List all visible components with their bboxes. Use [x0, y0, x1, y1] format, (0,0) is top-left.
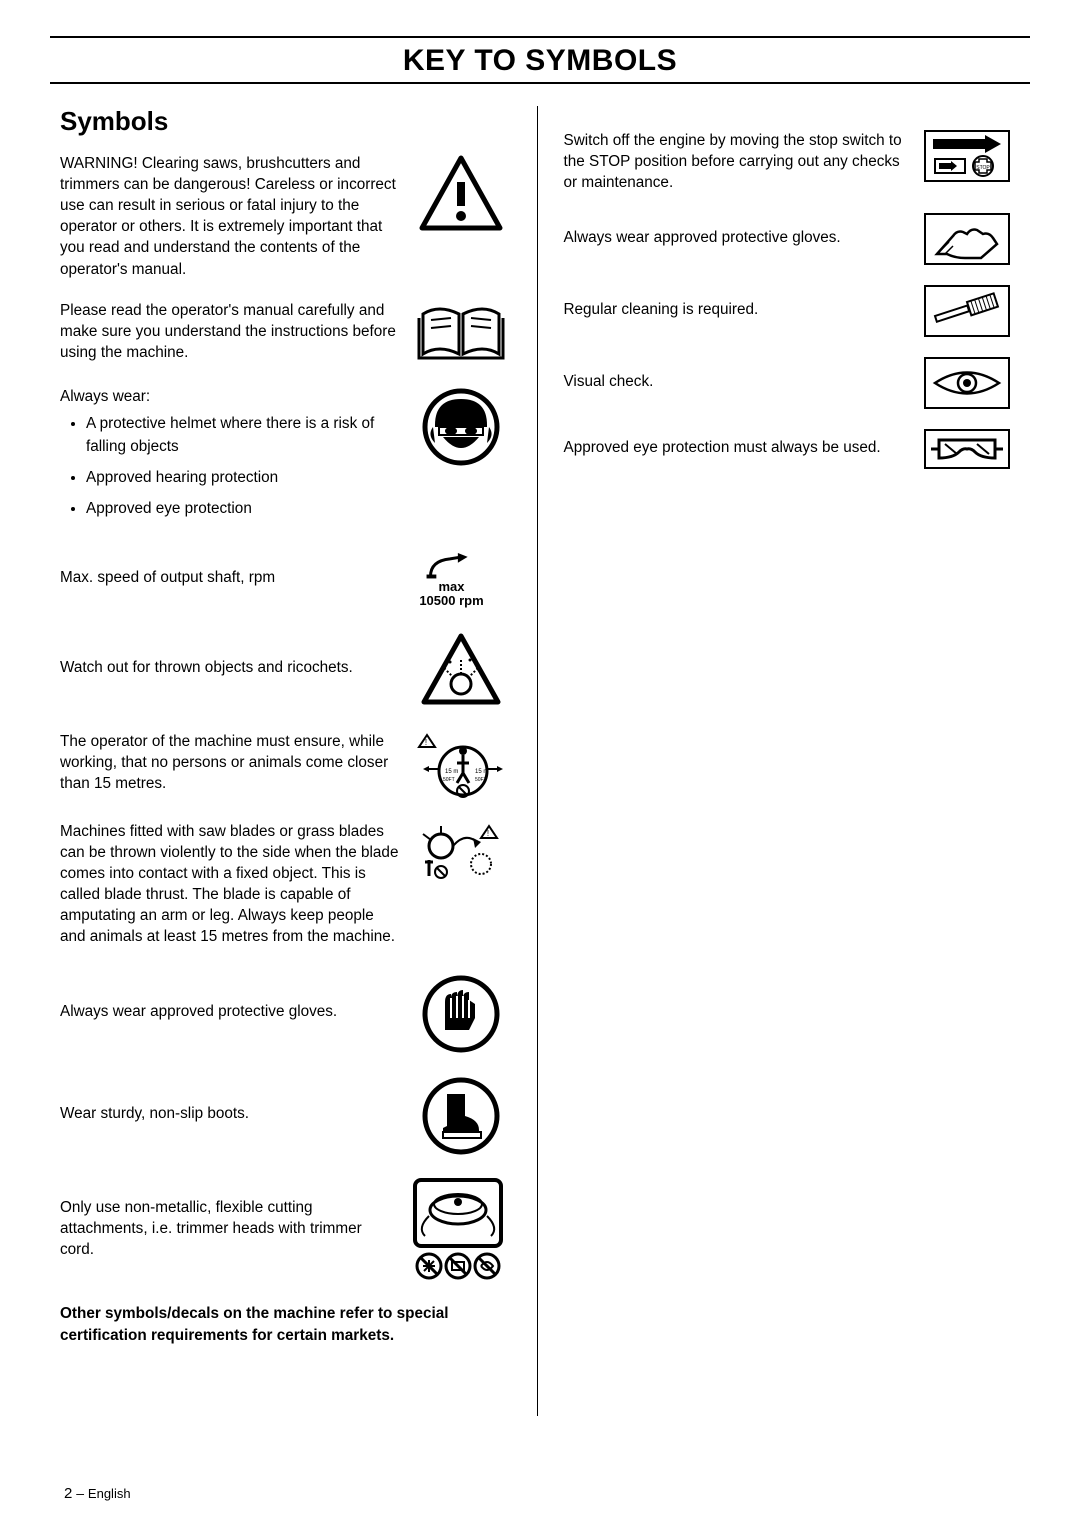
entry-boots: Wear sturdy, non-slip boots.	[60, 1075, 507, 1157]
svg-text:15 m: 15 m	[475, 769, 488, 775]
svg-text:STOP: STOP	[976, 165, 990, 171]
entry-manual: Please read the operator's manual carefu…	[60, 300, 507, 366]
glove-outline-icon	[924, 213, 1010, 265]
wear-block: Always wear: A protective helmet where t…	[60, 386, 415, 529]
entry-thrown: Watch out for thrown objects and ricoche…	[60, 629, 507, 711]
bullet-helmet: A protective helmet where there is a ris…	[86, 413, 403, 459]
goggles-icon	[924, 429, 1010, 469]
other-symbols-note: Other symbols/decals on the machine refe…	[60, 1303, 507, 1346]
svg-text:!: !	[486, 829, 488, 838]
rpm-val: 10500 rpm	[419, 594, 483, 608]
page-footer: 2 – English	[64, 1485, 131, 1502]
entry-eye-prot: Approved eye protection must always be u…	[564, 429, 1011, 469]
entry-visual: Visual check.	[564, 357, 1011, 409]
visual-text: Visual check.	[564, 357, 925, 392]
gloves-left-text: Always wear approved protective gloves.	[60, 973, 415, 1022]
brush-icon	[924, 285, 1010, 337]
gloves-right-text: Always wear approved protective gloves.	[564, 213, 925, 248]
warning-triangle-icon	[415, 153, 507, 235]
blade-thrust-text: Machines fitted with saw blades or grass…	[60, 821, 415, 948]
entry-switch-off: Switch off the engine by moving the stop…	[564, 130, 1011, 193]
page-title: KEY TO SYMBOLS	[50, 38, 1030, 82]
entry-wear: Always wear: A protective helmet where t…	[60, 386, 507, 529]
entry-blade-thrust: Machines fitted with saw blades or grass…	[60, 821, 507, 948]
svg-text:!: !	[424, 738, 426, 747]
entry-cleaning: Regular cleaning is required.	[564, 285, 1011, 337]
ricochet-triangle-icon	[415, 629, 507, 711]
svg-text:15 m: 15 m	[445, 769, 458, 775]
cleaning-text: Regular cleaning is required.	[564, 285, 925, 320]
entry-warning: WARNING! Clearing saws, brushcutters and…	[60, 153, 507, 280]
entry-rpm: Max. speed of output shaft, rpm max 1050…	[60, 553, 507, 609]
footer-lang: English	[88, 1486, 131, 1501]
rpm-text: Max. speed of output shaft, rpm	[60, 553, 397, 588]
trimmer-head-box-icon	[409, 1177, 507, 1283]
helmet-head-icon	[415, 386, 507, 468]
title-underline	[50, 82, 1030, 84]
wear-bullets: A protective helmet where there is a ris…	[74, 413, 403, 521]
distance-text: The operator of the machine must ensure,…	[60, 731, 415, 794]
switch-off-text: Switch off the engine by moving the stop…	[564, 130, 925, 193]
boots-circle-icon	[415, 1075, 507, 1157]
columns: Symbols WARNING! Clearing saws, brushcut…	[50, 106, 1030, 1416]
trimmer-text: Only use non-metallic, flexible cutting …	[60, 1177, 409, 1260]
entry-gloves-right: Always wear approved protective gloves.	[564, 213, 1011, 265]
footer-sep: –	[72, 1485, 88, 1501]
stop-switch-icon: STOP	[924, 130, 1010, 182]
always-wear-label: Always wear:	[60, 386, 403, 407]
left-column: Symbols WARNING! Clearing saws, brushcut…	[50, 106, 538, 1416]
svg-text:50FT: 50FT	[443, 777, 455, 783]
entry-trimmer: Only use non-metallic, flexible cutting …	[60, 1177, 507, 1283]
svg-text:50FT: 50FT	[475, 777, 487, 783]
thrown-text: Watch out for thrown objects and ricoche…	[60, 629, 415, 678]
warning-text: WARNING! Clearing saws, brushcutters and…	[60, 153, 415, 280]
eye-icon	[924, 357, 1010, 409]
right-column: Switch off the engine by moving the stop…	[538, 106, 1031, 1416]
entry-gloves-left: Always wear approved protective gloves.	[60, 973, 507, 1055]
gloves-circle-icon	[415, 973, 507, 1055]
manual-book-icon	[415, 300, 507, 366]
rpm-icon: max 10500 rpm	[397, 553, 507, 609]
symbols-heading: Symbols	[60, 106, 507, 137]
eye-prot-text: Approved eye protection must always be u…	[564, 429, 925, 458]
bullet-hearing: Approved hearing protection	[86, 467, 403, 490]
bullet-eye: Approved eye protection	[86, 498, 403, 521]
rpm-max: max	[438, 580, 464, 594]
entry-distance: The operator of the machine must ensure,…	[60, 731, 507, 801]
distance-15m-icon: ! 15 m 15 m 50FT 50FT	[415, 731, 507, 801]
boots-text: Wear sturdy, non-slip boots.	[60, 1075, 415, 1124]
blade-thrust-icon: !	[415, 821, 507, 885]
manual-text: Please read the operator's manual carefu…	[60, 300, 415, 363]
